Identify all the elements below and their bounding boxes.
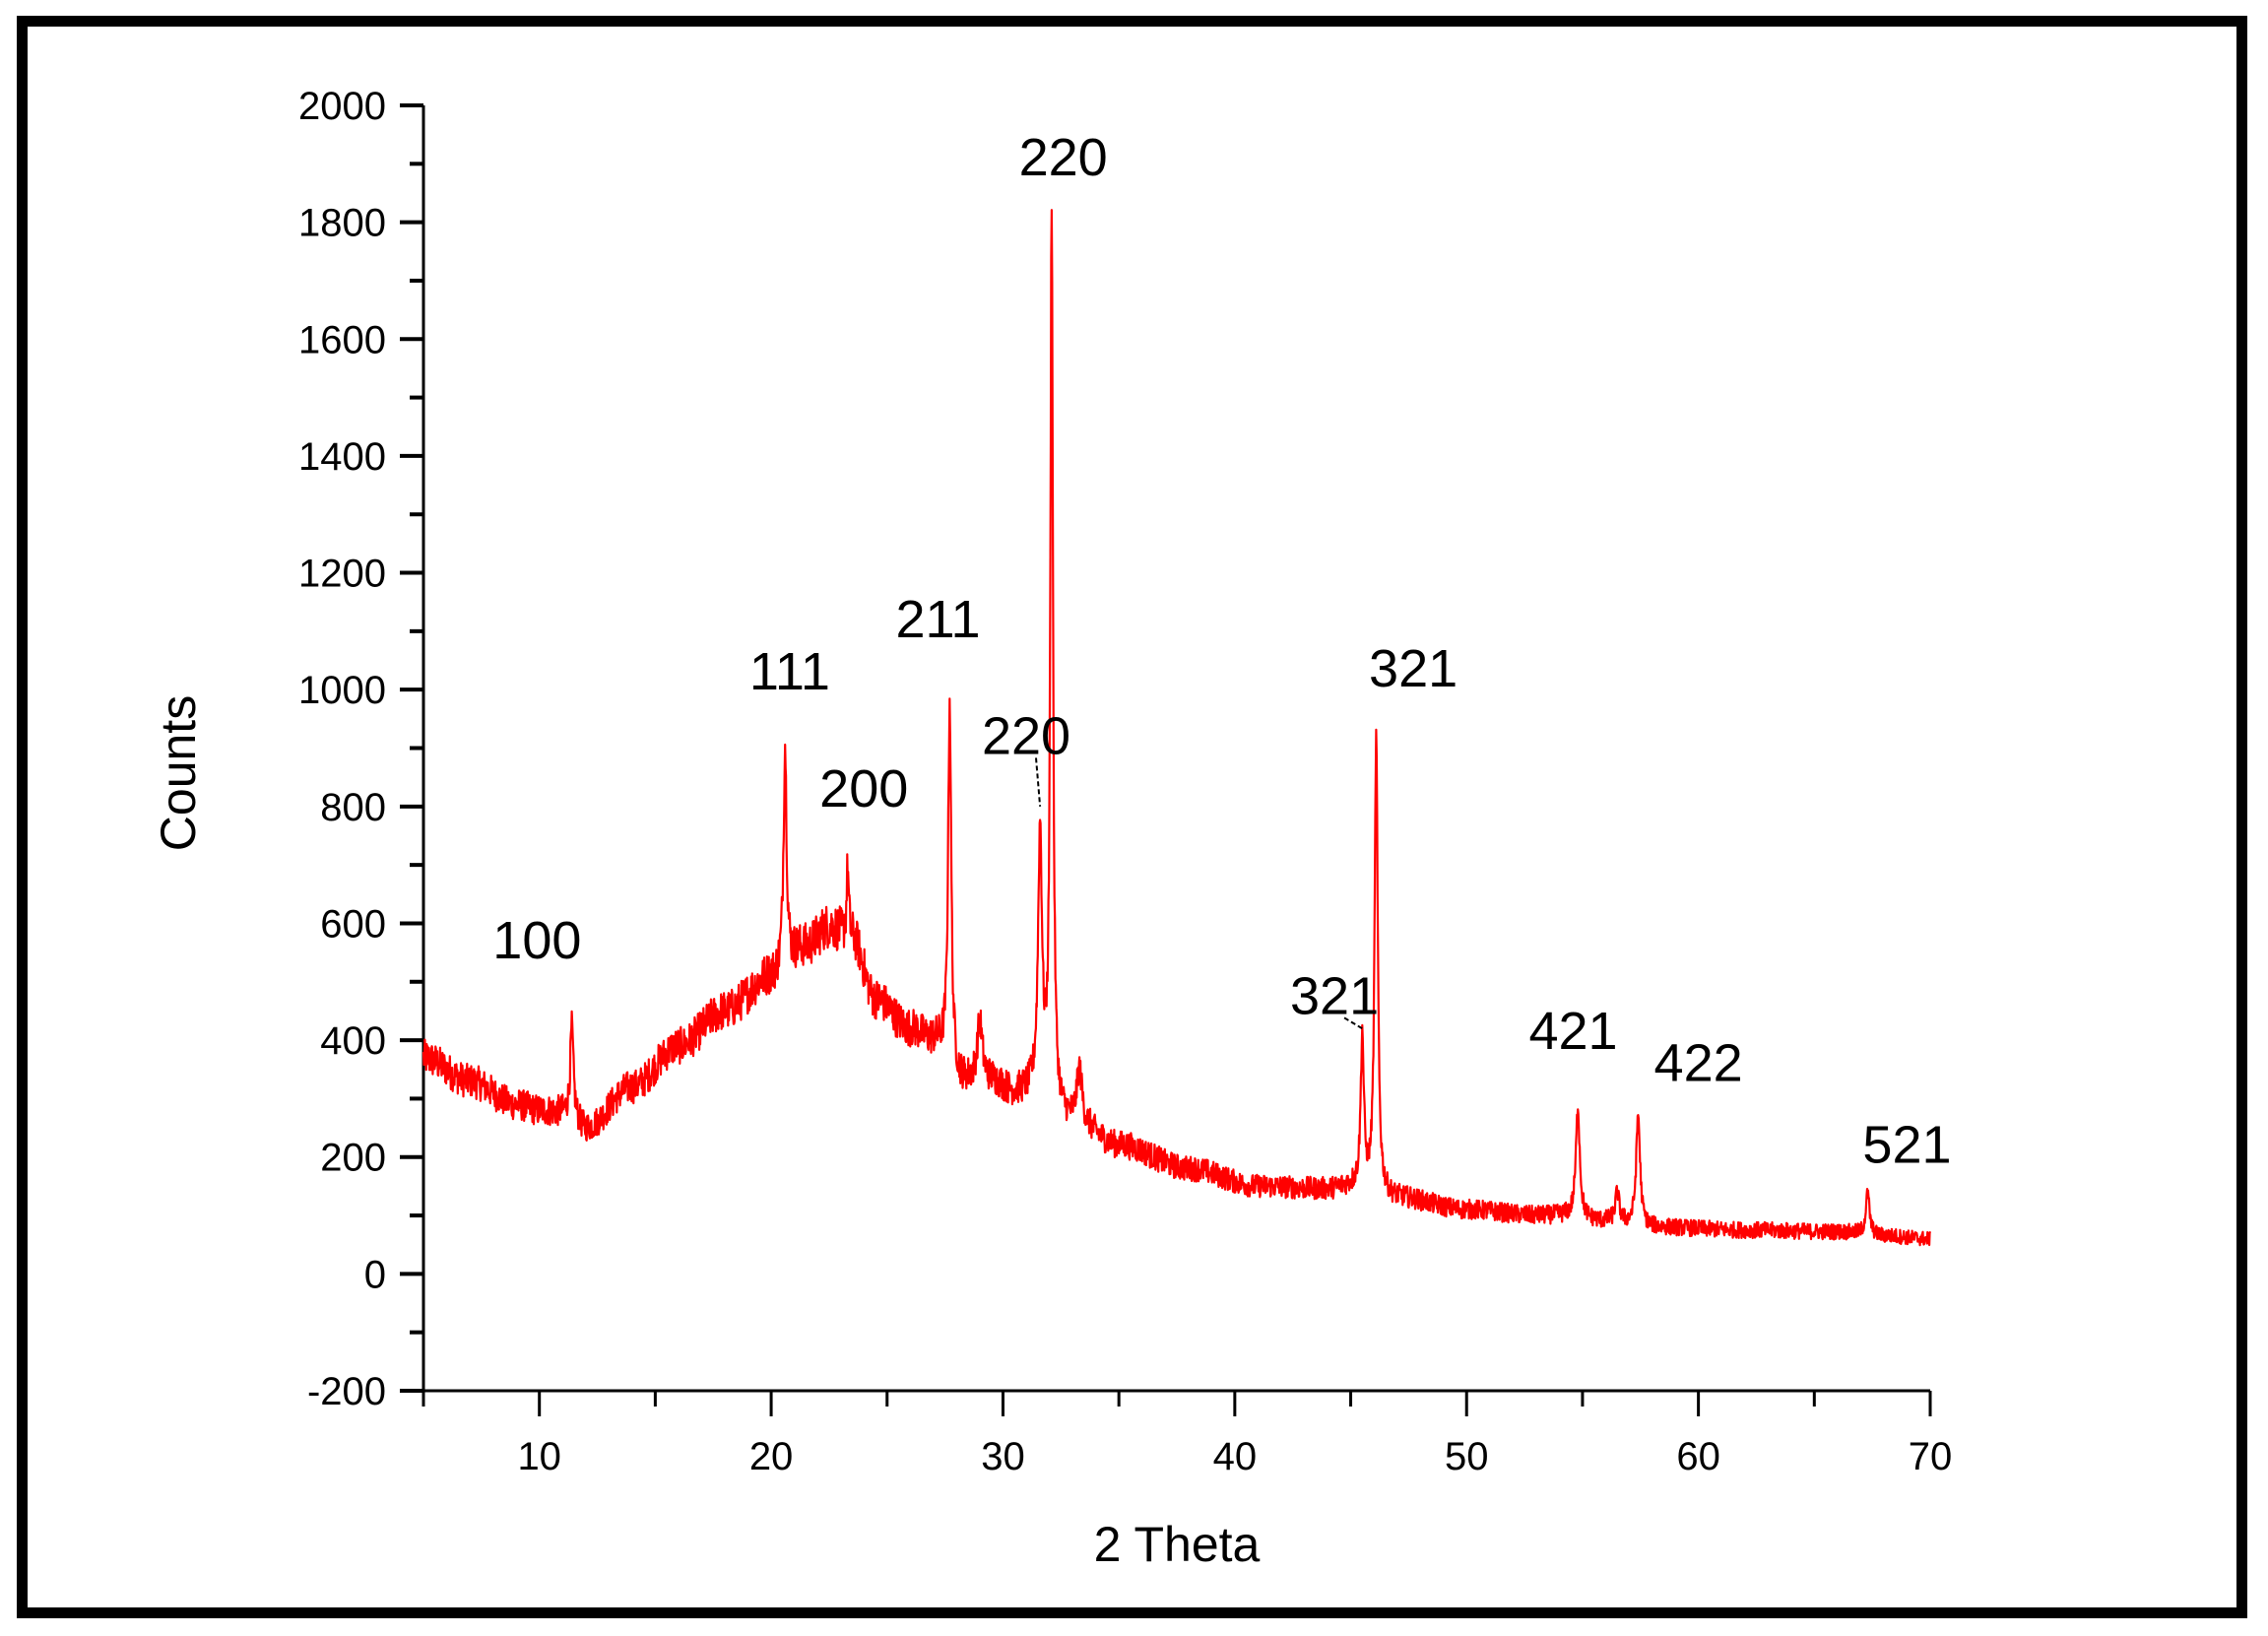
peak-label-421: 421: [1528, 1002, 1617, 1061]
peak-label-220: 220: [982, 706, 1070, 765]
x-tick-label: 70: [1909, 1435, 1953, 1478]
y-tick-label: 800: [320, 786, 386, 829]
peak-label-422: 422: [1654, 1034, 1743, 1093]
y-tick-label: 1200: [298, 553, 386, 596]
x-tick-label: 20: [749, 1435, 794, 1478]
y-tick-label: 600: [320, 902, 386, 946]
x-axis-title: 2 Theta: [1094, 1517, 1261, 1572]
x-tick-label: 40: [1213, 1435, 1258, 1478]
peak-leader-line: [1343, 1016, 1363, 1030]
x-tick-label: 10: [517, 1435, 561, 1478]
y-tick-label: -200: [307, 1370, 386, 1413]
x-tick-label: 50: [1445, 1435, 1489, 1478]
xrd-pattern-line: [421, 209, 1932, 1247]
y-tick-label: 2000: [298, 85, 386, 128]
y-axis-title: Counts: [151, 695, 206, 851]
y-tick-label: 1800: [298, 202, 386, 245]
y-tick-label: 1400: [298, 435, 386, 479]
y-tick-label: 200: [320, 1137, 386, 1180]
y-tick-label: 1600: [298, 318, 386, 361]
y-tick-label: 400: [320, 1019, 386, 1063]
peak-label-100: 100: [492, 911, 581, 970]
peak-label-321: 321: [1369, 639, 1458, 698]
peak-label-321: 321: [1290, 966, 1379, 1025]
peak-label-521: 521: [1862, 1116, 1951, 1175]
axes: [421, 105, 1930, 1393]
x-tick-label: 30: [981, 1435, 1025, 1478]
peak-label-111: 111: [749, 642, 830, 701]
tick-labels: -200 0 200 400 600 800 1000 1200 1400 1600 1800 200…: [298, 85, 1952, 1478]
peak-label-211: 211: [896, 590, 981, 649]
peak-label-220: 220: [1019, 128, 1108, 187]
x-tick-label: 60: [1676, 1435, 1720, 1478]
peak-leader-line: [1035, 757, 1042, 807]
peak-label-200: 200: [819, 759, 908, 818]
y-tick-label: 0: [364, 1253, 386, 1296]
y-tick-label: 1000: [298, 669, 386, 712]
tick-marks: [400, 103, 1932, 1416]
figure-frame: [17, 16, 2247, 1618]
